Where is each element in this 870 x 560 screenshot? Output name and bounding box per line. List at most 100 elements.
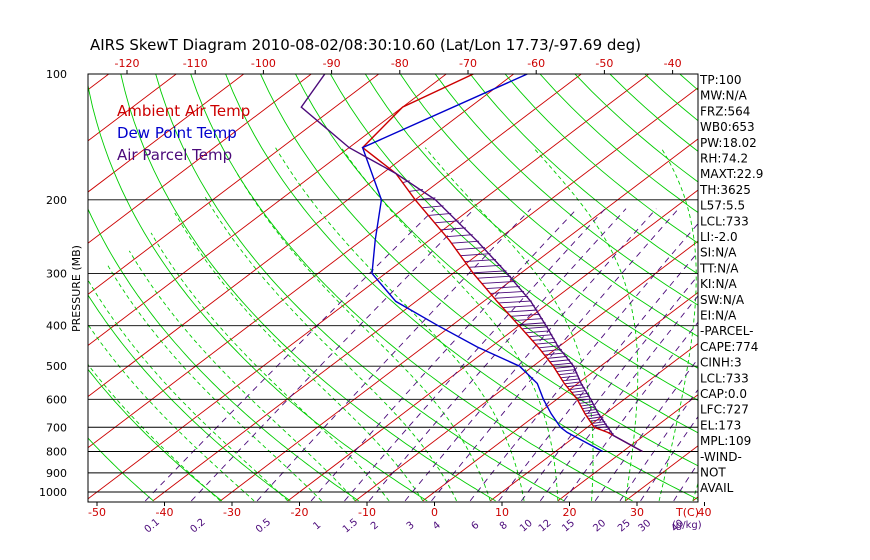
isotherm-line <box>0 65 54 501</box>
isotherm-lines <box>0 65 870 502</box>
pressure-tick-label: 600 <box>46 393 67 406</box>
mixing-ratio-line <box>563 321 698 502</box>
stats-item: LFC:727 <box>700 403 749 417</box>
series-line <box>361 74 604 453</box>
dry-adiabat-line <box>120 74 496 502</box>
dry-adiabat-line <box>295 74 698 434</box>
cape-hatch-line <box>506 309 538 313</box>
moist-adiabat-line <box>424 147 594 501</box>
cape-hatch-line <box>541 348 562 352</box>
cape-hatch-line <box>460 253 491 257</box>
isotherm-line <box>760 65 870 501</box>
moist-adiabat-line <box>88 279 289 502</box>
cape-hatch-line <box>552 362 573 366</box>
isotherm-line <box>355 240 698 502</box>
legend-item-ambient: Ambient Air Temp <box>117 102 250 120</box>
pressure-tick-label: 900 <box>46 467 67 480</box>
mixing-ratio-line <box>368 208 627 502</box>
stats-item: L57:5.5 <box>700 199 745 213</box>
top-tick-label: -100 <box>251 57 276 70</box>
cape-hatch-line <box>556 369 576 372</box>
pressure-tick-label: 400 <box>46 320 67 333</box>
stats-item: MPL:109 <box>700 434 751 448</box>
mixing-ratio-line <box>539 295 698 502</box>
dry-adiabat-line <box>88 294 291 502</box>
cape-hatch-line <box>547 355 568 359</box>
cape-hatch-line <box>560 375 579 379</box>
cape-hatch-line <box>589 418 604 422</box>
mixing-ratio-label: 0.2 <box>188 517 207 536</box>
stats-item: TP:100 <box>699 73 742 87</box>
pressure-tick-label: 700 <box>46 421 67 434</box>
dry-adiabat-line <box>434 74 698 306</box>
cape-hatch-line <box>402 180 410 184</box>
dry-adiabat-line <box>260 74 698 467</box>
dry-adiabat-line <box>504 74 698 244</box>
cape-hatch-line <box>477 275 512 279</box>
mixing-ratio-label: 4 <box>431 520 443 533</box>
mixing-ratio-label: 0.1 <box>143 517 162 536</box>
moist-adiabat-line <box>88 363 221 502</box>
stats-item: WB0:653 <box>700 120 755 134</box>
stats-item: EL:173 <box>700 418 741 432</box>
dry-adiabat-lines <box>88 74 870 502</box>
cape-hatch-line <box>434 220 459 224</box>
moist-adiabat-line <box>128 250 356 502</box>
top-tick-label: -50 <box>595 57 613 70</box>
cape-hatch-line <box>544 352 565 356</box>
cape-hatch-line <box>490 291 525 294</box>
stats-item: LI:-2.0 <box>700 230 738 244</box>
cape-hatch-line <box>514 318 543 322</box>
pressure-tick-label: 200 <box>46 194 67 207</box>
x-tick-label: 10 <box>495 506 509 519</box>
cape-hatch-line <box>580 403 595 407</box>
cape-hatch-line <box>535 341 557 345</box>
mixing-ratio-label: 12 <box>537 518 554 535</box>
dry-adiabat-line <box>88 437 154 502</box>
stats-item: AVAIL <box>700 481 734 495</box>
cape-hatch-line <box>421 205 444 209</box>
cape-hatch-line <box>451 240 480 244</box>
dry-adiabat-line <box>88 368 223 502</box>
moist-adiabat-line <box>150 232 390 502</box>
stats-item: LCL:733 <box>700 371 749 385</box>
cape-hatch-line <box>566 384 584 388</box>
cape-hatch-line <box>577 398 592 402</box>
cape-hatch-line <box>502 305 535 308</box>
stats-item: PW:18.02 <box>700 136 757 150</box>
mixing-ratio-line <box>594 358 698 502</box>
mixing-ratio-label: 15 <box>560 518 577 535</box>
dry-adiabat-line <box>644 74 698 122</box>
cape-hatch-line <box>521 326 548 330</box>
moist-adiabat-line <box>203 194 457 502</box>
stats-item: CAPE:774 <box>700 340 758 354</box>
cape-hatch-line <box>498 300 532 304</box>
stats-item: -WIND- <box>700 450 742 464</box>
mixing-ratio-unit: (g/kg) <box>672 520 702 531</box>
moist-adiabat-line <box>174 212 424 502</box>
isotherm-line <box>88 74 313 244</box>
stats-item: CAP:0.0 <box>700 387 747 401</box>
dry-adiabat-line <box>225 74 698 500</box>
pressure-tick-label: 300 <box>46 267 67 280</box>
x-tick-label: 0 <box>431 506 438 519</box>
cape-hatch-line <box>494 295 529 299</box>
top-tick-label: -80 <box>391 57 409 70</box>
isotherm-line <box>152 87 698 502</box>
dry-adiabat-line <box>364 74 698 369</box>
cape-hatch-line <box>583 408 598 412</box>
cape-hatch-line <box>464 259 497 263</box>
cape-hatch-line <box>591 421 606 425</box>
isotherm-line <box>220 138 698 502</box>
stats-item: LCL:733 <box>700 214 749 228</box>
mixing-ratio-label: 25 <box>616 518 633 535</box>
top-tick-label: -120 <box>115 57 140 70</box>
mixing-ratio-line <box>310 208 578 502</box>
cape-hatch-line <box>510 313 541 317</box>
cape-hatch-line <box>584 411 599 415</box>
dry-adiabat-line <box>750 74 870 501</box>
dry-adiabat-line <box>330 74 698 401</box>
